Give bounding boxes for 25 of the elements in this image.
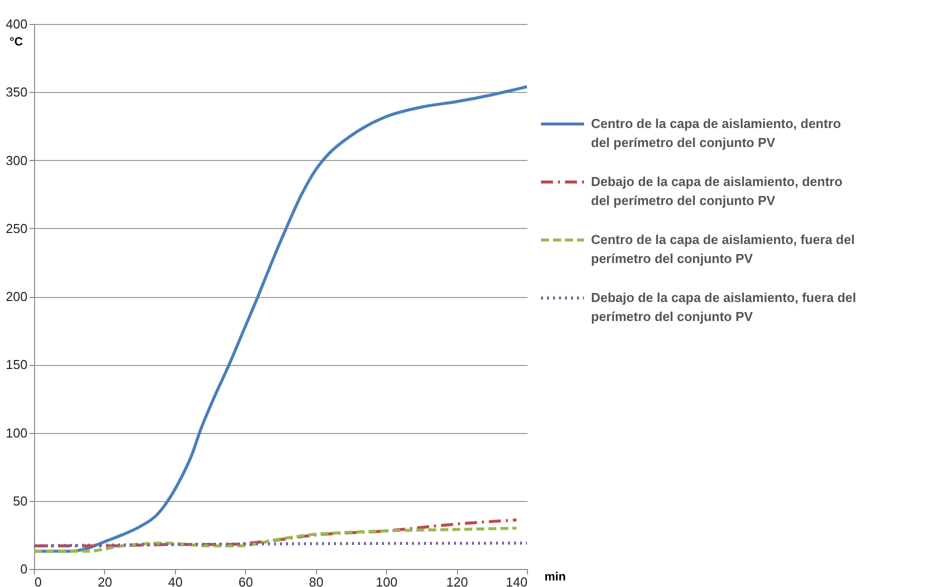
x-tick-label: 20 bbox=[98, 574, 112, 587]
y-tick-label: 50 bbox=[13, 493, 28, 508]
y-tick-label: 200 bbox=[6, 289, 28, 304]
x-axis-title: min bbox=[544, 570, 566, 584]
y-tick-label: 300 bbox=[6, 152, 28, 168]
y-tick-label: 250 bbox=[6, 220, 28, 236]
line-series bbox=[34, 518, 518, 548]
y-tick-label: 100 bbox=[6, 425, 28, 440]
x-tick-label: 0 bbox=[34, 574, 42, 587]
x-tick-label: 60 bbox=[238, 574, 254, 587]
legend-label: Centro de la capa de aislamiento, dentro del perímetro del conjunto PV bbox=[591, 116, 842, 150]
line-series bbox=[34, 526, 518, 553]
x-tick-label: 120 bbox=[446, 574, 468, 587]
x-tick-label: 100 bbox=[376, 574, 398, 587]
y-tick-label: 400 bbox=[6, 16, 28, 32]
legend-label: Debajo de la capa de aislamiento, fuera del perímetro del conjunto PV bbox=[591, 290, 856, 324]
x-tick-label: 80 bbox=[308, 574, 324, 587]
y-tick-label: 350 bbox=[6, 84, 28, 100]
legend-label: Debajo de la capa de aislamiento, dentro del perímetro del conjunto PV bbox=[591, 174, 842, 208]
x-tick-label: 40 bbox=[168, 574, 183, 587]
y-tick-label: 0 bbox=[20, 562, 28, 576]
y-tick-label: 150 bbox=[6, 357, 28, 372]
legend-label: Centro de la capa de aislamiento, fuera del perímetro del conjunto PV bbox=[591, 232, 855, 266]
x-tick-label: 140 bbox=[506, 574, 528, 587]
y-axis-title: °C bbox=[10, 34, 24, 48]
